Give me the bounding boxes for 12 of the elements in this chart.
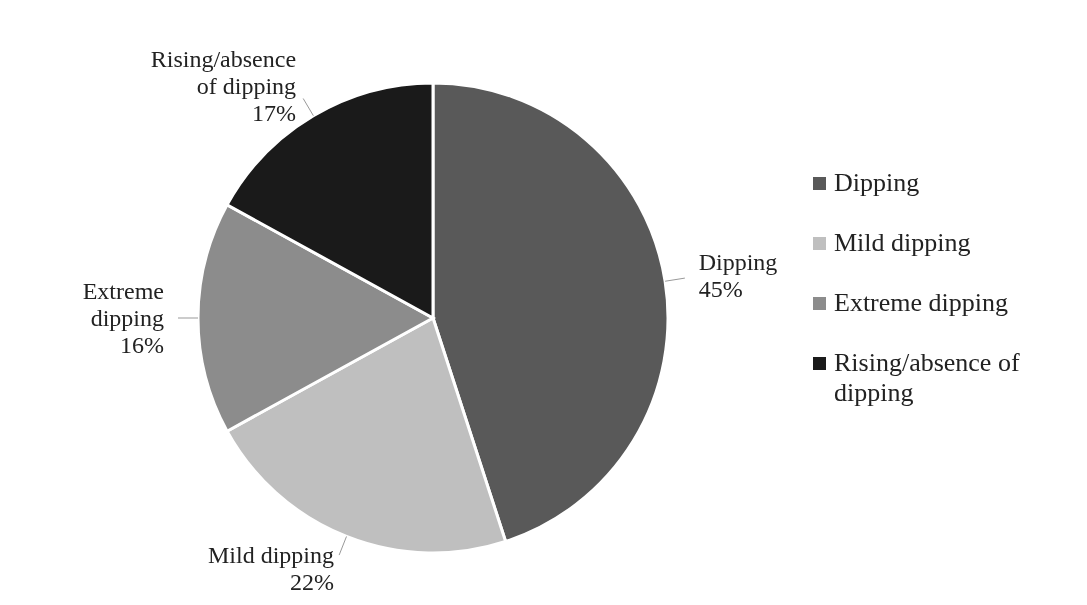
data-label: 45% [698,276,743,303]
slice-label: Extreme dipping [82,278,164,331]
slice-label: Mild dipping [207,541,334,568]
slice-label: Rising/absence of dipping [150,46,297,100]
legend-label: Extreme dipping [834,288,1009,318]
legend-label: Dipping [834,168,921,198]
data-label: 22% [289,568,334,595]
legend-label: Mild dipping [834,228,972,258]
data-label: 17% [252,100,297,127]
legend-label: Rising/absence of dipping [834,348,1021,408]
slice-label: Dipping [698,249,778,276]
data-label: 16% [120,332,164,358]
